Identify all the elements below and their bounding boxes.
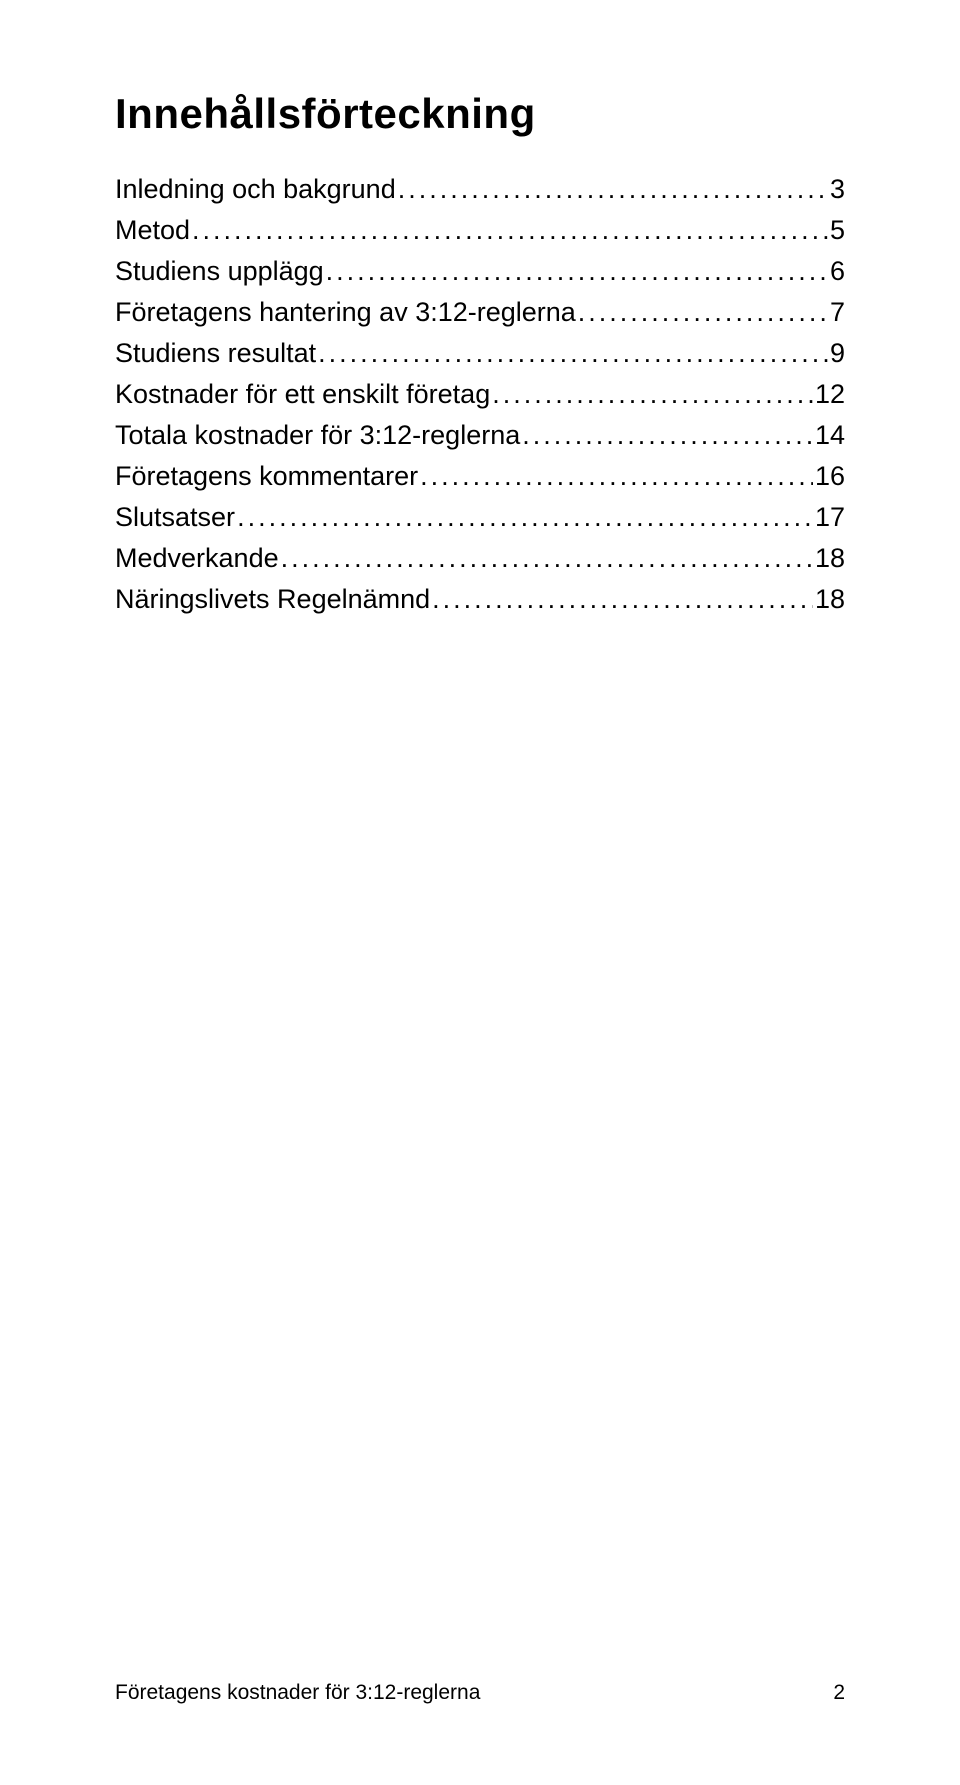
toc-dot-leader xyxy=(192,217,828,244)
toc-entry-label: Inledning och bakgrund xyxy=(115,176,396,203)
toc-dot-leader xyxy=(432,586,813,613)
toc-entry-label: Metod xyxy=(115,217,190,244)
toc-entry-page: 7 xyxy=(830,299,845,326)
toc-entry-label: Slutsatser xyxy=(115,504,235,531)
toc-dot-leader xyxy=(522,422,813,449)
toc-row: Kostnader för ett enskilt företag 12 xyxy=(115,381,845,408)
toc-dot-leader xyxy=(281,545,813,572)
toc-dot-leader xyxy=(398,176,828,203)
toc-entry-label: Kostnader för ett enskilt företag xyxy=(115,381,490,408)
toc-entry-label: Studiens upplägg xyxy=(115,258,324,285)
toc-row: Medverkande 18 xyxy=(115,545,845,572)
toc-entry-label: Företagens kommentarer xyxy=(115,463,418,490)
toc-entry-label: Studiens resultat xyxy=(115,340,316,367)
toc-row: Totala kostnader för 3:12-reglerna 14 xyxy=(115,422,845,449)
toc-entry-page: 5 xyxy=(830,217,845,244)
toc-entry-label: Totala kostnader för 3:12-reglerna xyxy=(115,422,520,449)
page-footer: Företagens kostnader för 3:12-reglerna 2 xyxy=(115,1681,845,1705)
toc-list: Inledning och bakgrund 3 Metod 5 Studien… xyxy=(115,176,845,613)
toc-dot-leader xyxy=(237,504,813,531)
toc-entry-label: Näringslivets Regelnämnd xyxy=(115,586,430,613)
toc-entry-page: 3 xyxy=(830,176,845,203)
toc-entry-page: 17 xyxy=(815,504,845,531)
toc-entry-page: 18 xyxy=(815,545,845,572)
toc-dot-leader xyxy=(578,299,828,326)
toc-row: Företagens hantering av 3:12-reglerna 7 xyxy=(115,299,845,326)
toc-row: Inledning och bakgrund 3 xyxy=(115,176,845,203)
toc-entry-page: 6 xyxy=(830,258,845,285)
toc-row: Slutsatser 17 xyxy=(115,504,845,531)
toc-row: Företagens kommentarer 16 xyxy=(115,463,845,490)
toc-title: Innehållsförteckning xyxy=(115,90,845,138)
toc-row: Metod 5 xyxy=(115,217,845,244)
toc-row: Studiens upplägg 6 xyxy=(115,258,845,285)
toc-dot-leader xyxy=(318,340,828,367)
toc-dot-leader xyxy=(420,463,813,490)
toc-entry-page: 9 xyxy=(830,340,845,367)
toc-row: Studiens resultat 9 xyxy=(115,340,845,367)
toc-entry-page: 14 xyxy=(815,422,845,449)
toc-entry-label: Medverkande xyxy=(115,545,279,572)
toc-dot-leader xyxy=(326,258,828,285)
toc-entry-page: 16 xyxy=(815,463,845,490)
toc-dot-leader xyxy=(492,381,813,408)
footer-page-number: 2 xyxy=(833,1681,845,1705)
toc-entry-page: 12 xyxy=(815,381,845,408)
footer-text: Företagens kostnader för 3:12-reglerna xyxy=(115,1681,480,1705)
document-page: Innehållsförteckning Inledning och bakgr… xyxy=(0,0,960,1785)
toc-entry-page: 18 xyxy=(815,586,845,613)
toc-row: Näringslivets Regelnämnd 18 xyxy=(115,586,845,613)
toc-entry-label: Företagens hantering av 3:12-reglerna xyxy=(115,299,576,326)
